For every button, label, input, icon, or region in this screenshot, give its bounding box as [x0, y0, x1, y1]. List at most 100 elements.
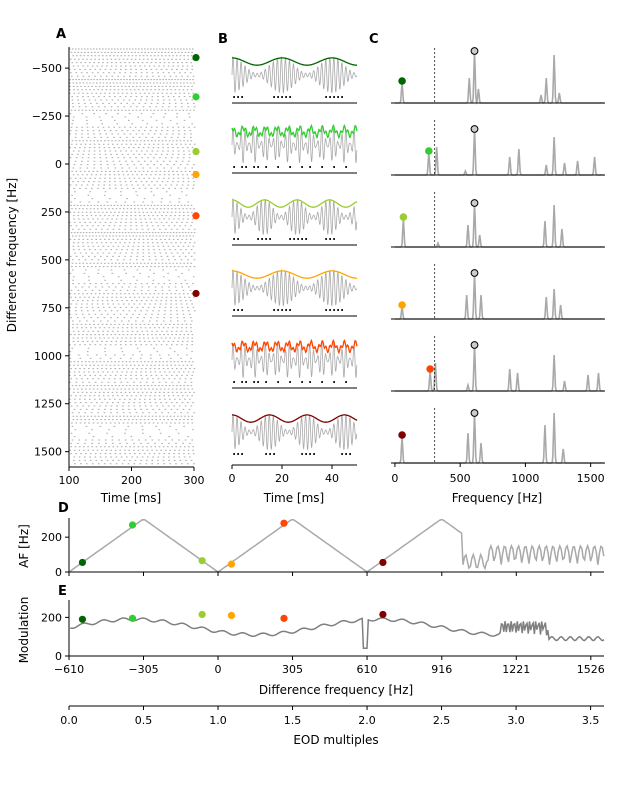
panel-e-xtick-label: 1221 — [502, 663, 530, 676]
panel-e-ylabel: Modulation — [17, 597, 31, 664]
panel-b-row — [231, 338, 358, 383]
panel-a-xtick-label: 200 — [121, 474, 142, 487]
af-marker — [78, 558, 87, 567]
panel-e-xtick-label: 305 — [282, 663, 303, 676]
panel-b-xtick-label: 20 — [275, 472, 289, 485]
af-marker — [379, 558, 387, 567]
eod-xtick-label: 2.5 — [433, 714, 451, 727]
carrier-trace — [231, 197, 358, 235]
panel-c-xtick-label: 1000 — [511, 472, 539, 485]
panel-c-spectra: 0 500 1000 1500 — [391, 47, 605, 485]
modulation-marker — [128, 614, 137, 622]
panel-c-xtick-label: 500 — [450, 472, 471, 485]
panel-d-ytick-label: 200 — [41, 531, 62, 544]
carrier-trace — [231, 268, 358, 307]
panel-a-ytick-label: 0 — [55, 158, 62, 171]
envelope-trace — [232, 199, 358, 208]
modulation-marker — [280, 614, 288, 622]
spectrum-trace — [394, 202, 604, 248]
af-curve — [69, 518, 605, 573]
panel-e-xtick-label: 610 — [357, 663, 378, 676]
eod-peak-marker — [470, 47, 479, 55]
modulation-marker — [198, 610, 206, 619]
eod-xtick-label: 0.5 — [135, 714, 153, 727]
eod-peak-marker — [470, 269, 479, 277]
spectrum-trace — [394, 272, 604, 320]
panel-b-row — [231, 197, 358, 240]
panel-c-row — [391, 120, 605, 176]
panel-b-xtick-label: 40 — [325, 472, 339, 485]
panel-a-ytick-label: 250 — [41, 206, 62, 219]
beat-peak-marker — [425, 147, 433, 155]
panel-e-xtick-label: 1526 — [577, 663, 605, 676]
panel-eod-axis: 0.0 0.5 1.0 1.5 2.0 2.5 3.0 3.5 — [60, 705, 604, 727]
panel-e-ytick-label: 0 — [55, 650, 62, 663]
panel-a-ylabel: Difference frequency [Hz] — [5, 178, 19, 332]
panel-c-xlabel: Frequency [Hz] — [452, 491, 543, 505]
eod-peak-marker — [470, 409, 479, 417]
panel-a-xtick-label: 100 — [59, 474, 80, 487]
beat-peak-marker — [398, 301, 406, 309]
panel-label-e: E — [58, 584, 67, 599]
panel-a-marker — [192, 289, 200, 298]
panel-c-xtick-label: 1500 — [577, 472, 605, 485]
panel-b-row — [231, 268, 358, 311]
eod-peak-marker — [470, 125, 479, 133]
carrier-trace — [231, 342, 358, 379]
panel-c-row — [391, 264, 605, 320]
panel-a-raster: −500 −250 0 250 500 750 1000 1250 1500 100 200 300 — [32, 47, 205, 487]
panel-label-a: A — [56, 27, 66, 42]
panel-c-row — [391, 192, 605, 248]
eod-xtick-label: 2.0 — [358, 714, 376, 727]
panel-e-xtick-label: 0 — [215, 663, 222, 676]
carrier-trace — [231, 55, 358, 94]
panel-a-ytick-label: −500 — [32, 62, 62, 75]
panel-c-row — [391, 47, 605, 105]
panel-label-c: C — [369, 32, 379, 47]
panel-b-xtick-label: 0 — [229, 472, 236, 485]
panel-label-b: B — [218, 32, 228, 47]
envelope-trace — [232, 270, 357, 279]
eod-xlabel: EOD multiples — [293, 733, 378, 747]
panel-b-xlabel: Time [ms] — [263, 491, 325, 505]
panel-a-ytick-label: 1000 — [34, 350, 62, 363]
spectrum-trace — [394, 50, 604, 105]
eod-peak-marker — [470, 341, 479, 349]
panel-a-marker — [192, 212, 200, 220]
panel-a-ytick-label: 1250 — [34, 398, 62, 411]
panel-c-xtick-label: 0 — [391, 472, 398, 485]
panel-e-xtick-label: 916 — [431, 663, 452, 676]
spectrum-trace — [394, 412, 604, 464]
beat-peak-marker — [398, 431, 406, 439]
panel-a-ytick-label: −250 — [32, 110, 62, 123]
panel-b-row — [231, 414, 358, 455]
spike-raster — [69, 48, 196, 465]
carrier-trace — [231, 127, 358, 164]
carrier-trace — [231, 414, 358, 451]
panel-a-ytick-label: 500 — [41, 254, 62, 267]
modulation-marker — [78, 615, 87, 623]
panel-a-xtick-label: 300 — [184, 474, 205, 487]
af-marker — [280, 519, 288, 527]
eod-xtick-label: 3.0 — [507, 714, 525, 727]
panel-a-marker — [192, 147, 200, 156]
eod-peak-marker — [470, 199, 479, 207]
envelope-trace — [231, 123, 358, 140]
panel-d-ytick-label: 0 — [55, 566, 62, 579]
eod-xtick-label: 3.5 — [582, 714, 600, 727]
envelope-trace — [232, 414, 358, 423]
eod-xtick-label: 1.0 — [209, 714, 227, 727]
panel-label-d: D — [58, 501, 69, 516]
panel-e-xlabel: Difference frequency [Hz] — [259, 683, 413, 697]
panel-d-axes — [68, 518, 604, 573]
panel-e-xtick-label: −610 — [54, 663, 84, 676]
beat-peak-marker — [426, 365, 434, 373]
panel-b-traces: 0 20 40 — [229, 55, 358, 485]
panel-a-xlabel: Time [ms] — [100, 491, 162, 505]
modulation-marker — [379, 610, 387, 619]
envelope-trace — [231, 338, 358, 355]
panel-a-ytick-label: 750 — [41, 302, 62, 315]
af-marker — [198, 557, 206, 565]
eod-xtick-label: 1.5 — [284, 714, 302, 727]
